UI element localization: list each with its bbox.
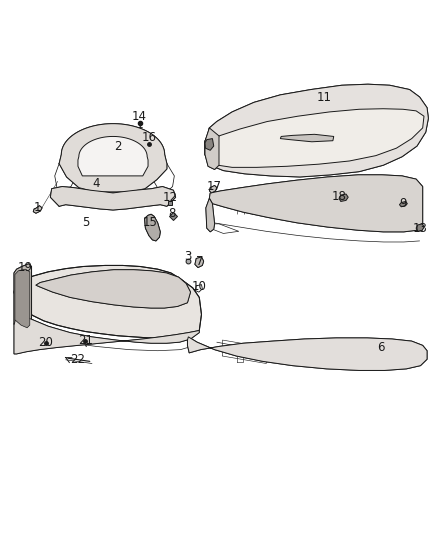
- Polygon shape: [78, 136, 148, 176]
- Polygon shape: [14, 264, 32, 342]
- Text: 21: 21: [78, 334, 93, 346]
- Text: 8: 8: [168, 207, 175, 220]
- Polygon shape: [145, 214, 160, 241]
- Polygon shape: [205, 139, 214, 150]
- Polygon shape: [195, 257, 204, 268]
- Text: 16: 16: [141, 131, 156, 144]
- Text: 4: 4: [92, 177, 100, 190]
- Polygon shape: [14, 265, 201, 338]
- Text: 14: 14: [132, 110, 147, 123]
- Polygon shape: [187, 337, 427, 370]
- Text: 19: 19: [18, 261, 33, 274]
- Text: 1: 1: [33, 201, 41, 214]
- Text: 7: 7: [196, 255, 204, 268]
- Text: 10: 10: [192, 280, 207, 293]
- Text: 11: 11: [317, 91, 332, 103]
- Text: 22: 22: [71, 353, 85, 366]
- Polygon shape: [209, 175, 423, 232]
- Polygon shape: [33, 206, 42, 213]
- Text: 3: 3: [185, 251, 192, 263]
- Polygon shape: [36, 270, 191, 308]
- Text: 18: 18: [332, 190, 347, 203]
- Polygon shape: [205, 84, 428, 177]
- Text: 20: 20: [39, 336, 53, 349]
- Polygon shape: [50, 187, 176, 210]
- Text: 15: 15: [142, 216, 157, 229]
- Text: 9: 9: [399, 197, 407, 210]
- Text: 6: 6: [377, 341, 385, 354]
- Text: 13: 13: [413, 222, 428, 235]
- Polygon shape: [14, 316, 199, 354]
- Polygon shape: [59, 124, 167, 192]
- Polygon shape: [209, 185, 217, 193]
- Text: 12: 12: [162, 191, 177, 204]
- Text: 2: 2: [114, 140, 122, 153]
- Polygon shape: [215, 109, 424, 167]
- Text: 17: 17: [206, 180, 221, 193]
- Polygon shape: [339, 194, 348, 201]
- Polygon shape: [205, 128, 219, 169]
- Polygon shape: [280, 134, 334, 142]
- Polygon shape: [416, 224, 424, 231]
- Polygon shape: [15, 269, 30, 328]
- Polygon shape: [206, 198, 215, 232]
- Polygon shape: [399, 201, 407, 207]
- Text: 5: 5: [82, 216, 89, 229]
